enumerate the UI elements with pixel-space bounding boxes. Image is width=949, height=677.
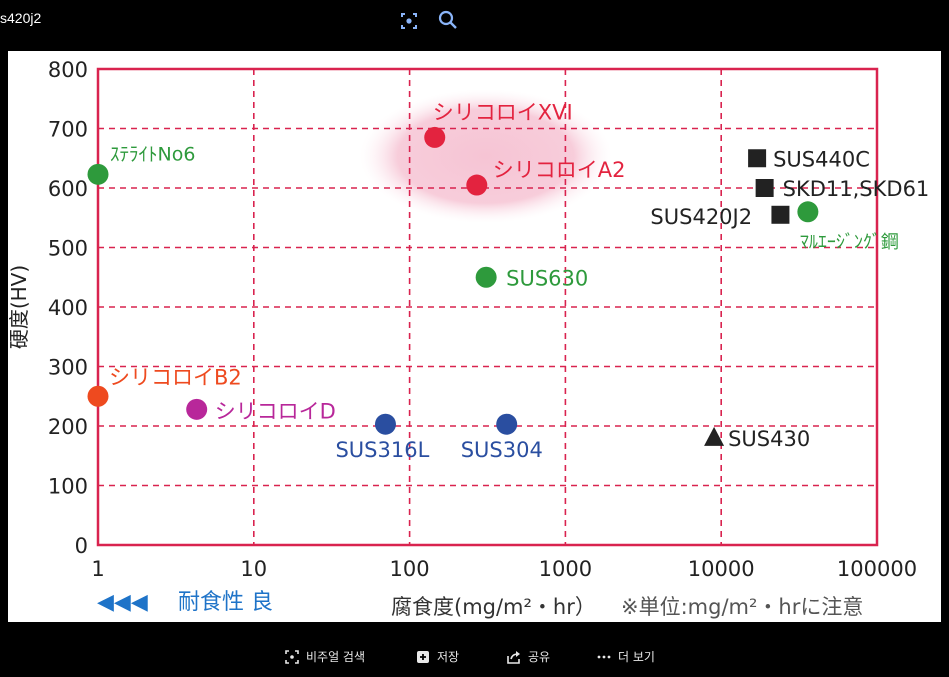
point-label: シリコロイD	[215, 399, 336, 423]
data-point-circle	[87, 385, 109, 407]
top-bar: s420j2	[0, 0, 949, 50]
y-tick-label: 400	[48, 296, 88, 320]
plot-frame	[96, 67, 879, 547]
x-tick-label: 100000	[837, 557, 917, 581]
search-icon[interactable]	[435, 8, 461, 34]
visual-search-label: 비주얼 검색	[306, 650, 366, 664]
direction-label: 耐食性 良	[178, 590, 273, 615]
save-button[interactable]: 저장	[415, 648, 459, 665]
y-axis-label: 硬度(HV)	[8, 265, 31, 349]
point-label: SUS440C	[773, 147, 870, 171]
data-point-circle	[475, 266, 497, 288]
y-tick-label: 600	[48, 177, 88, 201]
y-tick-label: 100	[48, 475, 88, 499]
data-point-circle	[424, 126, 446, 148]
data-point-triangle	[704, 426, 725, 446]
point-label: ｽﾃﾗｲﾄNo6	[110, 143, 195, 165]
data-point-circle	[466, 174, 488, 196]
save-icon	[417, 650, 429, 663]
data-point-circle	[87, 163, 109, 185]
point-label: SUS630	[506, 266, 588, 290]
highlight-ellipse	[359, 89, 612, 224]
share-label: 공유	[528, 650, 551, 664]
point-label: SUS304	[461, 438, 543, 462]
lens-icon[interactable]	[396, 8, 422, 34]
chart-panel: 0 100 200 300 400 500 600 700 800 1 10 100 1000 10000…	[8, 51, 941, 622]
point-label: シリコロイXVI	[433, 100, 573, 124]
more-button[interactable]: 더 보기	[596, 648, 655, 665]
data-point-circle	[374, 413, 396, 435]
data-point-square	[748, 149, 767, 168]
point-label: SKD11,SKD61	[783, 177, 930, 201]
y-tick-label: 700	[48, 118, 88, 142]
x-tick-label: 10	[240, 557, 267, 581]
direction-arrows: ◀◀◀	[97, 590, 148, 615]
data-point-circle	[797, 201, 819, 223]
point-label: SUS430	[728, 427, 810, 451]
x-tick-label: 10000	[688, 557, 755, 581]
unit-note: ※単位:mg/m²・hrに注意	[621, 595, 863, 619]
action-bar: 비주얼 검색 저장 공유 더 보기	[0, 622, 949, 677]
point-label: ﾏﾙｴｰｼﾞﾝｸﾞ鋼	[800, 232, 899, 253]
lens-icon	[285, 649, 299, 664]
y-tick-label: 0	[75, 534, 88, 558]
x-tick-label: 100	[390, 557, 430, 581]
share-button[interactable]: 공유	[506, 648, 550, 665]
x-axis-label: 腐食度(mg/m²・hr）	[391, 595, 596, 619]
data-point-circle	[186, 398, 208, 420]
data-point-square	[771, 205, 790, 224]
share-icon	[507, 650, 520, 664]
visual-search-button[interactable]: 비주얼 검색	[284, 648, 365, 665]
more-label: 더 보기	[618, 650, 655, 664]
data-point-square	[755, 179, 774, 197]
y-tick-label: 800	[48, 58, 88, 82]
point-label: シリコロイB2	[109, 365, 242, 389]
y-tick-label: 300	[48, 356, 88, 380]
point-label: シリコロイA2	[493, 158, 626, 182]
save-label: 저장	[437, 650, 460, 664]
window-title: s420j2	[0, 10, 42, 26]
point-label: SUS420J2	[650, 205, 752, 229]
scatter-chart: 0 100 200 300 400 500 600 700 800 1 10 100 1000 10000…	[8, 58, 930, 619]
more-icon	[597, 655, 611, 658]
data-point-circle	[496, 413, 518, 435]
x-tick-label: 1000	[539, 557, 592, 581]
point-label: SUS316L	[335, 438, 429, 462]
y-tick-label: 200	[48, 415, 88, 439]
y-tick-label: 500	[48, 237, 88, 261]
x-tick-label: 1	[91, 557, 104, 581]
